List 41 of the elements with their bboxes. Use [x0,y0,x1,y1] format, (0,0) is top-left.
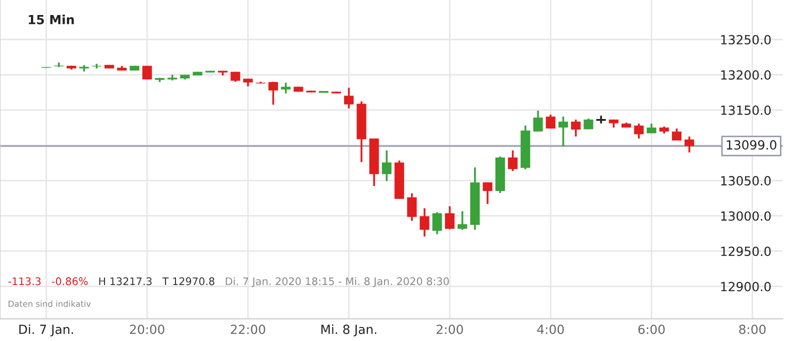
y-tick-label: 13050.0 [721,176,771,186]
annotation: Di. 7 Jan. 2020 18:15 - Mi. 8 Jan. 2020 8:30 [226,277,449,288]
x-tick-label: 2:00 [436,324,463,334]
candlestick [142,64,152,80]
x-tick-label: 6:00 [638,324,665,334]
x-tick-label: 20:00 [130,324,164,334]
annotation: -0.86% [52,277,88,286]
y-tick-label: 12950.0 [721,246,771,256]
candlestick [482,181,492,205]
text: 15 Min [28,14,74,24]
y-tick-label: 12900.0 [721,282,771,292]
candlestick [268,80,278,106]
candlestick [407,192,417,222]
candlestick [344,86,354,110]
candlestick [458,210,468,231]
candlestick [432,211,442,236]
x-tick-label: 22:00 [230,324,266,334]
annotation: T 12970.8 [162,277,214,286]
candlestick [558,116,568,148]
x-tick-label: Mi. 8 Jan. [321,324,376,336]
candlestick [571,118,581,138]
candlestick [444,205,455,230]
x-tick-label: Di. 7 Jan. [19,324,73,336]
candlestick [546,114,556,130]
annotation: -113.3 [8,277,41,286]
x-tick-label: 4:00 [537,324,564,334]
y-tick-label: 13150.0 [721,106,771,115]
candlestick [420,207,430,238]
candlestick [281,82,291,94]
y-tick-label: 13200.0 [721,70,771,80]
ref-line-label: 13099.0 [726,140,776,150]
candlestick [508,150,518,172]
candlestick [533,110,543,132]
candlestick [634,122,644,140]
candlestick [684,136,694,154]
y-tick-label: 13250.0 [721,34,771,44]
candlestick [382,150,392,182]
x-tick-label: 8:00 [739,324,766,334]
annotation: H 13217.3 [99,277,152,286]
annotation: Daten sind indikativ [8,300,91,307]
y-tick-label: 13000.0 [721,211,771,221]
